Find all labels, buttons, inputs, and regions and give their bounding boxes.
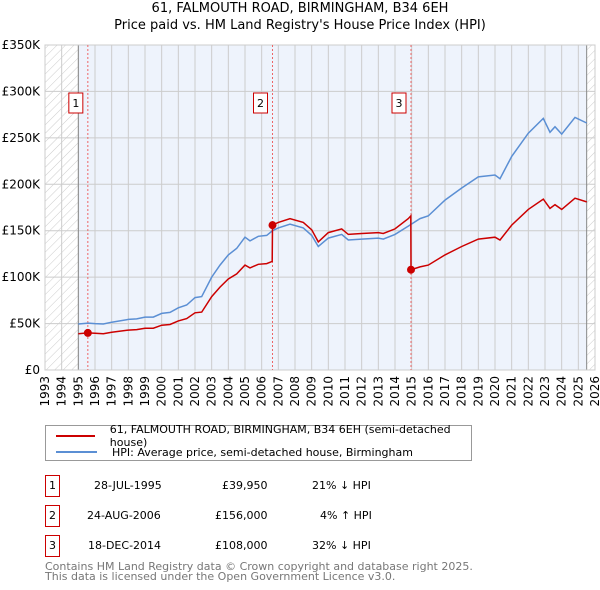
x-tick-label: 1996 <box>88 376 102 407</box>
hpi-line <box>78 116 588 325</box>
y-tick-label: £250K <box>2 131 42 145</box>
sale-label: 3 <box>396 97 403 110</box>
sale-point <box>407 265 415 274</box>
x-tick-label: 1994 <box>55 376 69 407</box>
x-tick-label: 2019 <box>471 376 485 407</box>
legend: 61, FALMOUTH ROAD, BIRMINGHAM, B34 6EH (… <box>45 423 472 461</box>
x-tick-label: 1999 <box>138 376 152 407</box>
y-tick-label: £100K <box>2 270 42 284</box>
transaction-row: 2 24-AUG-2006 £156,000 4% ↑ HPI <box>45 505 465 527</box>
x-tick-label: 2012 <box>355 376 369 407</box>
transaction-badge: 2 <box>45 505 60 527</box>
footer-copyright: Contains HM Land Registry data © Crown c… <box>45 560 473 573</box>
transaction-badge: 1 <box>45 475 60 497</box>
transaction-price: £39,950 <box>222 479 268 492</box>
sale-label-box <box>391 92 407 114</box>
x-tick-label: 2011 <box>338 376 352 407</box>
transaction-date: 24-AUG-2006 <box>87 509 161 522</box>
transaction-row: 3 18-DEC-2014 £108,000 32% ↓ HPI <box>45 535 465 557</box>
x-tick-label: 2008 <box>288 376 302 407</box>
sale-point <box>268 221 277 230</box>
hatched-region <box>586 45 595 370</box>
x-tick-label: 2025 <box>571 376 585 407</box>
x-tick-label: 2020 <box>488 376 502 407</box>
property-price-line <box>78 197 587 335</box>
x-tick-label: 2026 <box>588 376 600 407</box>
footer-licence: This data is licensed under the Open Gov… <box>45 570 396 583</box>
x-tick-label: 2023 <box>538 376 552 407</box>
y-tick-label: £0 <box>25 363 40 377</box>
x-tick-label: 2015 <box>405 376 419 407</box>
x-tick-label: 2009 <box>305 376 319 407</box>
x-tick-label: 2000 <box>155 376 169 407</box>
sale-label: 1 <box>72 97 79 110</box>
transaction-date: 28-JUL-1995 <box>94 479 162 492</box>
x-tick-label: 2014 <box>388 376 402 407</box>
price-chart: 1993 1994 1995 1996 1997 1998 1999 2000 2001 2002… <box>2 38 600 407</box>
x-tick-label: 2005 <box>238 376 252 407</box>
x-tick-label: 2004 <box>221 376 235 407</box>
legend-item-property: 61, FALMOUTH ROAD, BIRMINGHAM, B34 6EH (… <box>56 423 471 449</box>
chart-title: 61, FALMOUTH ROAD, BIRMINGHAM, B34 6EH <box>151 1 449 16</box>
transaction-row: 1 28-JUL-1995 £39,950 21% ↓ HPI <box>45 475 465 497</box>
legend-label-hpi: HPI: Average price, semi-detached house,… <box>112 445 413 459</box>
transaction-date: 18-DEC-2014 <box>88 539 162 552</box>
y-tick-label: £150K <box>2 224 42 238</box>
x-tick-label: 1997 <box>105 376 119 407</box>
sale-label: 2 <box>257 97 264 110</box>
transaction-hpi: 21% ↓ HPI <box>312 479 371 492</box>
x-tick-label: 1993 <box>38 376 52 407</box>
x-tick-label: 2006 <box>255 376 269 407</box>
transaction-hpi: 4% ↑ HPI <box>320 509 372 522</box>
x-tick-label: 2024 <box>555 376 569 407</box>
transaction-hpi: 32% ↓ HPI <box>312 539 371 552</box>
ownership-shading <box>78 45 587 370</box>
chart-subtitle: Price paid vs. HM Land Registry's House … <box>114 18 486 33</box>
sale-label-box <box>253 92 268 114</box>
transaction-price: £156,000 <box>215 509 268 522</box>
x-tick-label: 2018 <box>455 376 469 407</box>
sale-point <box>83 328 92 337</box>
x-tick-label: 2013 <box>371 376 385 407</box>
y-tick-label: £200K <box>2 177 42 191</box>
transaction-price: £108,000 <box>215 539 268 552</box>
transaction-badge: 3 <box>45 535 60 557</box>
x-tick-label: 2010 <box>321 376 335 407</box>
x-tick-label: 2017 <box>438 376 452 407</box>
red-line-swatch <box>56 435 95 437</box>
y-tick-label: £300K <box>2 84 42 98</box>
x-tick-label: 2022 <box>521 376 535 407</box>
y-tick-label: £50K <box>9 317 41 331</box>
legend-label-property: 61, FALMOUTH ROAD, BIRMINGHAM, B34 6EH (… <box>109 423 451 449</box>
x-tick-label: 2021 <box>505 376 519 407</box>
y-tick-label: £350K <box>2 38 42 52</box>
legend-item-hpi: HPI: Average price, semi-detached house,… <box>56 444 413 460</box>
x-tick-label: 1995 <box>71 376 85 407</box>
plot-frame <box>44 44 596 371</box>
blue-line-swatch <box>56 451 97 453</box>
x-tick-label: 2001 <box>171 376 185 407</box>
x-tick-label: 2016 <box>421 376 435 407</box>
x-tick-label: 2003 <box>205 376 219 407</box>
x-tick-label: 1998 <box>121 376 135 407</box>
x-tick-label: 2007 <box>271 376 285 407</box>
x-tick-label: 2002 <box>188 376 202 407</box>
sale-label-box <box>68 92 84 114</box>
